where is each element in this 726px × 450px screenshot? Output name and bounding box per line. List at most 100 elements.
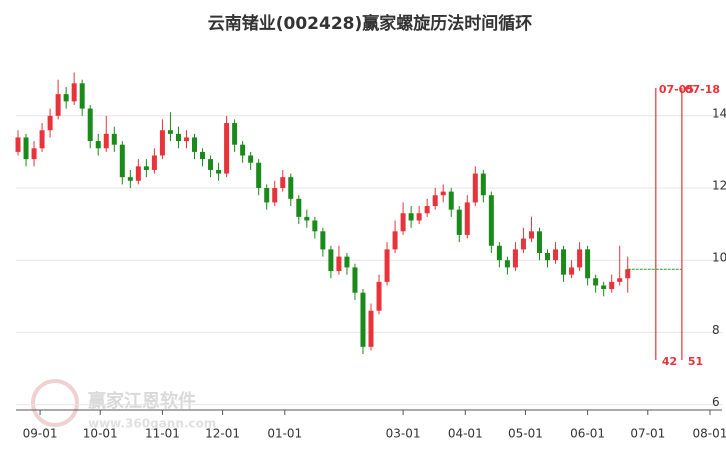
candle-body bbox=[248, 155, 254, 163]
cycle-count: 42 bbox=[662, 355, 677, 368]
watermark-logo bbox=[31, 379, 79, 427]
candle-body bbox=[87, 108, 93, 142]
candle-body bbox=[416, 213, 422, 221]
candle-body bbox=[55, 94, 61, 116]
candle-body bbox=[400, 213, 406, 232]
candle-body bbox=[39, 130, 45, 149]
candle-body bbox=[280, 177, 286, 188]
watermark-text: 赢家江恩软件 bbox=[88, 390, 196, 412]
candle-body bbox=[304, 216, 310, 221]
candle-body bbox=[504, 260, 510, 268]
candle-body bbox=[167, 130, 173, 134]
y-tick-label: 10 bbox=[712, 251, 726, 265]
candle-body bbox=[464, 202, 470, 235]
candle-body bbox=[368, 310, 374, 347]
candle-body bbox=[392, 231, 398, 250]
candle-body bbox=[536, 231, 542, 253]
y-tick-label: 6 bbox=[712, 395, 720, 409]
candle-body bbox=[111, 133, 117, 145]
candle-body bbox=[609, 281, 615, 290]
candle-body bbox=[496, 245, 502, 261]
watermark: 赢家江恩软件 www.360gann.com bbox=[31, 379, 216, 431]
candle-body bbox=[31, 148, 37, 160]
candle-body bbox=[376, 281, 382, 311]
candle-body bbox=[312, 220, 318, 232]
candle-body bbox=[296, 198, 302, 217]
x-tick-label: 06-01 bbox=[570, 427, 605, 441]
candle-body bbox=[545, 252, 551, 261]
cycle-count: 51 bbox=[688, 355, 703, 368]
candle-body bbox=[224, 123, 230, 174]
candle-body bbox=[520, 238, 526, 250]
candle-body bbox=[617, 278, 623, 282]
chart-title: 云南锗业(002428)赢家螺旋历法时间循环 bbox=[208, 13, 533, 34]
candle-body bbox=[561, 249, 567, 275]
candle-body bbox=[119, 144, 125, 178]
candle-body bbox=[440, 191, 446, 196]
y-tick-label: 14 bbox=[712, 106, 726, 120]
candle-body bbox=[352, 267, 358, 293]
candle-body bbox=[103, 133, 109, 149]
candle-body bbox=[151, 155, 157, 170]
candle-body bbox=[200, 151, 206, 160]
candle-body bbox=[23, 137, 29, 160]
x-tick-label: 03-01 bbox=[386, 427, 421, 441]
y-tick-label: 8 bbox=[712, 323, 720, 337]
candle-body bbox=[528, 231, 534, 239]
x-tick-label: 05-01 bbox=[508, 427, 543, 441]
candle-body bbox=[15, 137, 21, 152]
candle-body bbox=[625, 269, 631, 279]
y-tick-label: 12 bbox=[712, 179, 726, 193]
x-tick-label: 10-01 bbox=[83, 427, 118, 441]
candle-body bbox=[143, 166, 149, 170]
candle-body bbox=[135, 166, 141, 181]
candle-body bbox=[432, 195, 438, 207]
x-tick-label: 11-01 bbox=[145, 427, 180, 441]
candle-body bbox=[256, 162, 262, 188]
candle-body bbox=[456, 209, 462, 235]
candle-body bbox=[569, 267, 575, 275]
candle-body bbox=[320, 231, 326, 250]
candle-body bbox=[232, 123, 238, 145]
candle-body bbox=[593, 278, 599, 286]
candle-body bbox=[577, 249, 583, 268]
candle-body bbox=[159, 130, 165, 156]
cycle-date: 07-18 bbox=[685, 83, 720, 96]
candle-body bbox=[208, 159, 214, 170]
candle-body bbox=[553, 249, 559, 261]
candle-body bbox=[79, 83, 85, 109]
candle-body bbox=[336, 256, 342, 272]
candle-body bbox=[344, 256, 350, 268]
candle-body bbox=[384, 249, 390, 282]
candle-body bbox=[183, 137, 189, 142]
x-tick-label: 04-01 bbox=[448, 427, 483, 441]
candle-body bbox=[272, 188, 278, 203]
candle-body bbox=[585, 249, 591, 279]
candle-body bbox=[601, 285, 607, 290]
candle-body bbox=[63, 94, 69, 102]
x-tick-label: 12-01 bbox=[205, 427, 240, 441]
candle-body bbox=[360, 292, 366, 347]
candle-body bbox=[328, 249, 334, 272]
candle-body bbox=[408, 213, 414, 221]
candle-body bbox=[71, 83, 77, 102]
candle-body bbox=[216, 169, 222, 174]
x-tick-label: 08-01 bbox=[693, 427, 726, 441]
candle-body bbox=[127, 177, 133, 181]
x-tick-label: 09-01 bbox=[23, 427, 58, 441]
x-tick-label: 07-01 bbox=[630, 427, 665, 441]
watermark-url: www.360gann.com bbox=[88, 417, 216, 431]
candle-body bbox=[488, 195, 494, 246]
candle-body bbox=[288, 177, 294, 199]
candle-body bbox=[95, 141, 101, 149]
candle-body bbox=[240, 144, 246, 156]
candle-body bbox=[192, 137, 198, 152]
candle-body bbox=[480, 173, 486, 196]
x-tick-label: 01-01 bbox=[267, 427, 302, 441]
candle-body bbox=[47, 115, 53, 131]
candle-body bbox=[424, 206, 430, 214]
candle-body bbox=[448, 191, 454, 210]
cycle-date: 07-05 bbox=[659, 83, 694, 96]
candle-body bbox=[512, 249, 518, 268]
